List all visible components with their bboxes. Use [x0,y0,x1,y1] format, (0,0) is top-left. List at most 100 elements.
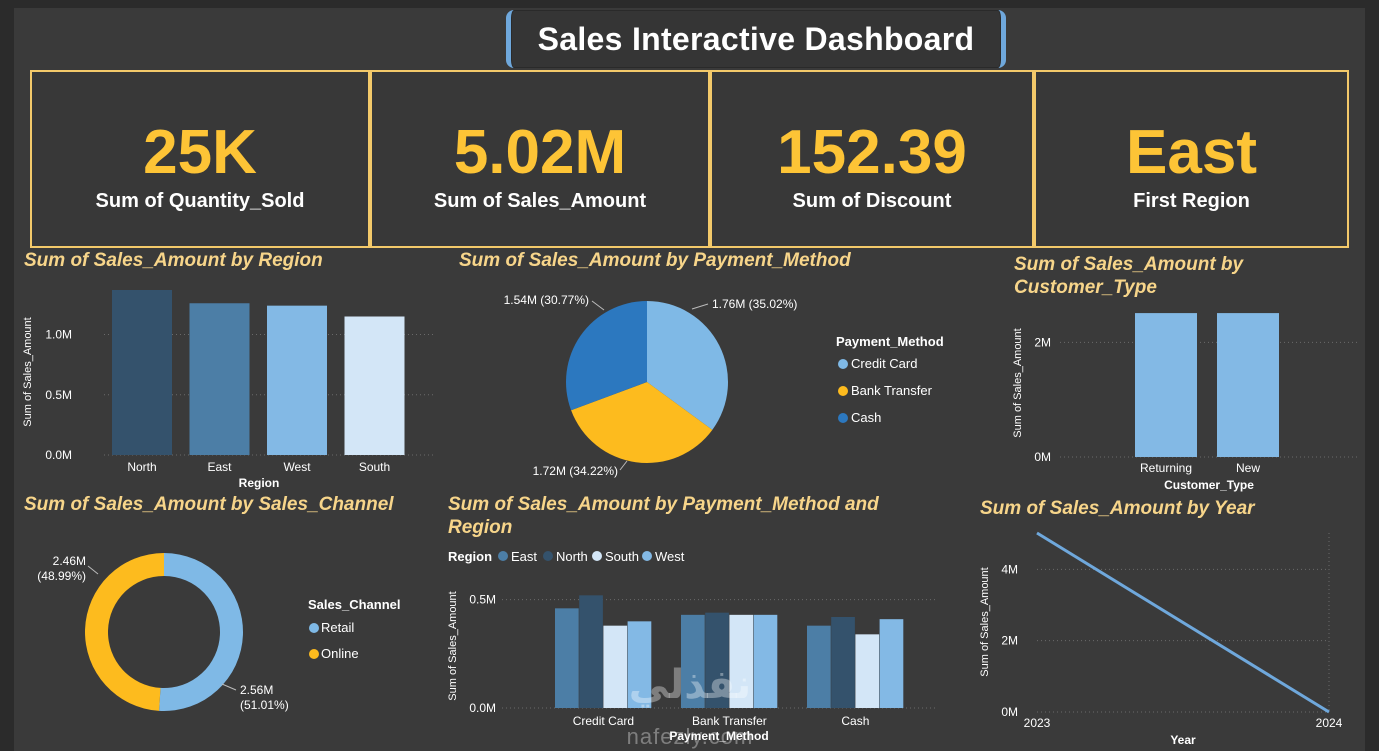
region-ytick-label: 0.5M [45,388,72,402]
year-series-line [1036,531,1330,714]
channel-slice-online [85,553,164,711]
payment-region-xtick-label: Cash [841,714,869,728]
channel-data-label-value: 2.46M [53,554,86,568]
region-xtick-label: East [207,460,232,474]
payment-region-legend-item: North [556,549,588,564]
payment-region-bar-north [705,612,729,708]
channel-legend-swatch [309,649,319,659]
watermark-arabic: نفذلي [629,663,751,708]
region-ytick-label: 0.0M [45,448,72,462]
year-x-axis-title: Year [1170,733,1196,747]
payment-region-legend-item: West [655,549,685,564]
payment-region-bar-west [879,619,904,708]
watermark-latin: nafezly.com [627,724,754,749]
payment-region-legend-item: East [511,549,537,564]
payment-legend-swatch [838,386,848,396]
region-xtick-label: South [359,460,390,474]
payment-region-xtick-label: Credit Card [573,714,634,728]
region-ytick-label: 1.0M [45,328,72,342]
chart-title-customer: Sum of Sales_Amount by Customer_Type [1014,254,1244,298]
kpi-card-discount[interactable]: 152.39 Sum of Discount [710,70,1034,248]
dashboard-title: Sales Interactive Dashboard [537,20,975,57]
payment-legend-item: Credit Card [851,356,917,371]
payment-slice-cash [565,301,647,411]
customer-xtick-label: New [1236,461,1260,475]
kpi-card-sales[interactable]: 5.02M Sum of Sales_Amount [370,70,710,248]
region-bar-north [112,290,172,455]
chart-title-year: Sum of Sales_Amount by Year [980,498,1255,519]
payment-data-label: 1.72M (34.22%) [533,464,618,478]
kpi-value-discount: 152.39 [777,118,967,187]
payment-region-bar-east [555,608,579,708]
year-xtick-label: 2023 [1024,716,1051,730]
year-ytick-label: 0M [1001,705,1018,719]
region-bar-south [344,316,405,455]
chart-title-payment: Sum of Sales_Amount by Payment_Method [459,250,851,271]
frame-edge-top [0,0,1379,8]
channel-legend-title: Sales_Channel [308,597,401,612]
year-ytick-label: 2M [1001,634,1018,648]
region-x-axis-title: Region [239,476,280,490]
kpi-label-quantity: Sum of Quantity_Sold [95,190,305,212]
customer-bar-returning [1135,313,1197,457]
region-bar-west [267,305,327,455]
customer-bar-new [1217,313,1279,457]
payment-region-y-axis-title: Sum of Sales_Amount [447,591,459,700]
channel-legend-swatch [309,623,319,633]
kpi-label-region: First Region [1133,190,1250,212]
region-bar-east [189,303,250,455]
channel-data-label-pct: (51.01%) [240,698,289,712]
payment-leader-line [619,460,628,471]
customer-ytick-label: 2M [1034,335,1051,349]
payment-legend-item: Bank Transfer [851,383,933,398]
kpi-value-region: East [1126,118,1257,187]
payment-region-x-axis-title: Payment_Method [669,729,768,743]
payment-legend-title: Payment_Method [836,334,944,349]
payment-slice-bank-transfer [571,382,713,463]
customer-x-axis-title: Customer_Type [1164,478,1254,492]
channel-data-label-pct: (48.99%) [37,569,86,583]
channel-data-label-value: 2.56M [240,683,273,697]
payment-data-label: 1.54M (30.77%) [504,293,589,307]
payment-legend-item: Cash [851,410,881,425]
region-y-axis-title: Sum of Sales_Amount [22,317,34,426]
payment-region-legend-item: South [605,549,639,564]
chart-title-channel: Sum of Sales_Amount by Sales_Channel [24,494,394,515]
payment-region-bar-north [579,595,603,708]
kpi-label-sales: Sum of Sales_Amount [433,190,647,212]
payment-legend-swatch [838,413,848,423]
payment-region-bar-west [627,621,652,708]
channel-leader-line [87,565,99,575]
payment-slice-credit-card [647,301,728,430]
payment-region-bar-west [753,614,778,708]
channel-legend-item: Online [321,646,359,661]
channel-leader-line [221,683,237,691]
region-xtick-label: North [127,460,156,474]
year-ytick-label: 4M [1001,562,1018,576]
payment-legend-swatch [838,359,848,369]
payment-leader-line [691,303,709,310]
channel-slice-retail [159,553,244,711]
payment-region-legend-swatch [642,551,652,561]
customer-y-axis-title: Sum of Sales_Amount [1012,328,1024,437]
year-y-axis-title: Sum of Sales_Amount [979,567,991,676]
customer-xtick-label: Returning [1140,461,1192,475]
payment-region-bar-south [855,634,880,708]
payment-region-ytick-label: 0.5M [469,593,496,607]
dashboard-title-box: Sales Interactive Dashboard [506,10,1006,68]
payment-region-bar-north [831,617,855,708]
chart-title-region: Sum of Sales_Amount by Region [24,250,323,271]
region-xtick-label: West [283,460,311,474]
payment-region-bar-south [603,625,628,708]
payment-region-ytick-label: 0.0M [469,701,496,715]
payment-region-bar-east [807,625,831,708]
channel-legend-item: Retail [321,620,354,635]
customer-ytick-label: 0M [1034,450,1051,464]
frame-edge-left [0,0,14,751]
kpi-card-region[interactable]: East First Region [1034,70,1349,248]
payment-region-bar-south [729,614,754,708]
payment-region-legend-swatch [498,551,508,561]
year-xtick-label: 2024 [1316,716,1343,730]
kpi-card-quantity[interactable]: 25K Sum of Quantity_Sold [30,70,370,248]
